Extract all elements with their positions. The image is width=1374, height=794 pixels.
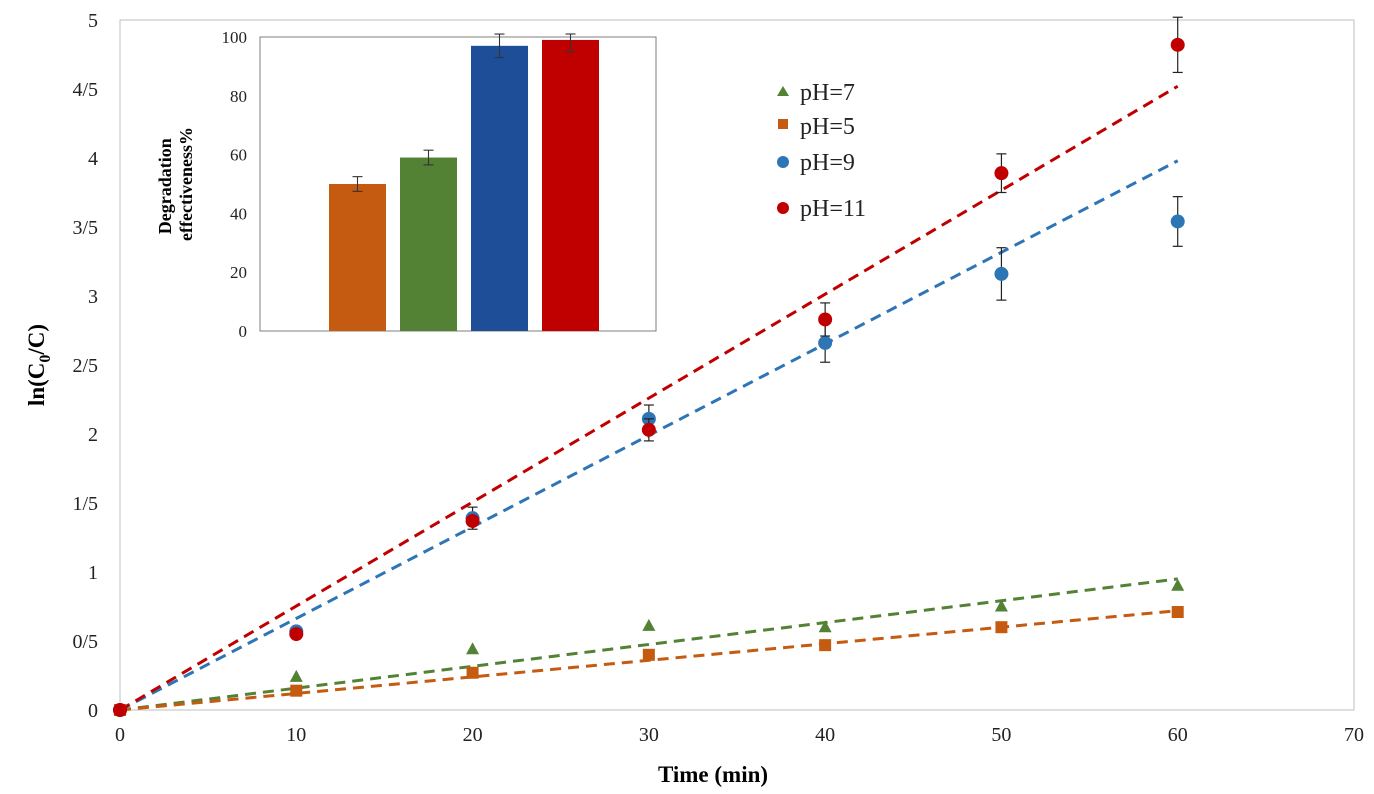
y-axis-title: ln(C0/C)	[24, 324, 54, 406]
legend-marker-ph5	[778, 119, 788, 129]
legend-label-ph11: pH=11	[800, 196, 866, 222]
data-point-ph7	[818, 620, 832, 633]
data-point-ph11	[818, 312, 833, 327]
inset-y-axis-title: Degradation effectiveness%	[155, 127, 196, 241]
data-point-ph11	[113, 703, 127, 717]
x-tick-label: 30	[639, 724, 659, 746]
inset-tick-labels: 0 20 40 60 80 100	[222, 28, 248, 341]
legend-label-ph9: pH=9	[800, 150, 855, 176]
data-point-ph11	[465, 513, 480, 528]
x-tick-label: 60	[1168, 724, 1188, 746]
main-marks	[113, 16, 1185, 717]
y-tick-label: 2	[88, 424, 98, 446]
inset-y-tick-label: 60	[230, 146, 247, 165]
data-point-ph11	[994, 166, 1009, 181]
y-tick-label: 4/5	[72, 79, 98, 101]
y-tick-label: 0/5	[72, 631, 98, 653]
legend-label-ph5: pH=5	[800, 114, 855, 140]
y-tick-label: 1/5	[72, 493, 98, 515]
data-point-ph11	[1170, 37, 1185, 52]
x-tick-label: 40	[815, 724, 835, 746]
y-tick-label: 0	[88, 700, 98, 722]
data-point-ph5	[995, 621, 1008, 634]
x-tick-label: 20	[463, 724, 483, 746]
x-tick-label: 70	[1344, 724, 1364, 746]
legend-marker-ph11	[777, 202, 789, 214]
data-point-ph5	[1171, 606, 1184, 619]
x-tick-label: 50	[991, 724, 1011, 746]
data-point-ph5	[642, 648, 655, 661]
data-point-ph9	[994, 266, 1009, 281]
inset-bar	[329, 184, 386, 331]
trendline-ph11	[119, 84, 1179, 712]
inset-y-tick-label: 40	[230, 204, 247, 223]
inset-bar-chart: 0 20 40 60 80 100 Degradation effectiveness%	[155, 28, 657, 341]
data-point-ph7	[1171, 578, 1185, 591]
data-point-ph9	[1170, 214, 1185, 229]
data-point-ph11	[641, 422, 656, 437]
data-point-ph5	[290, 684, 303, 697]
legend-label-ph7: pH=7	[800, 80, 855, 106]
legend-marker-ph9	[777, 156, 789, 168]
y-tick-label: 3	[88, 286, 98, 308]
data-point-ph5	[819, 639, 832, 652]
inset-marks	[329, 33, 599, 331]
data-point-ph11	[289, 627, 304, 642]
inset-y-tick-label: 100	[222, 28, 248, 47]
data-point-ph7	[289, 669, 303, 682]
inset-bar	[542, 39, 599, 331]
y-tick-label: 2/5	[72, 355, 98, 377]
inset-y-tick-label: 0	[239, 322, 248, 341]
x-tick-label: 0	[115, 724, 125, 746]
inset-y-tick-label: 80	[230, 87, 247, 106]
x-tick-label: 10	[286, 724, 306, 746]
data-point-ph9	[818, 335, 833, 350]
x-axis-title: Time (min)	[658, 762, 768, 787]
legend-marker-ph7	[777, 86, 789, 96]
inset-y-tick-label: 20	[230, 263, 247, 282]
main-tick-labels: 0 10 20 30 40 50 60 70 0 0/5 1 1/5 2 2/5 3 3/5 4 4/5 5	[72, 10, 1364, 746]
y-tick-label: 1	[88, 562, 98, 584]
y-tick-label: 4	[88, 148, 98, 170]
data-point-ph7	[466, 642, 480, 655]
data-point-ph5	[466, 666, 479, 679]
data-point-ph7	[994, 599, 1008, 612]
inset-bar	[400, 157, 457, 331]
y-tick-label: 3/5	[72, 217, 98, 239]
data-point-ph7	[642, 618, 656, 631]
y-tick-label: 5	[88, 10, 98, 32]
inset-bar	[471, 45, 528, 331]
legend: pH=7 pH=5 pH=9 pH=11	[777, 80, 866, 222]
